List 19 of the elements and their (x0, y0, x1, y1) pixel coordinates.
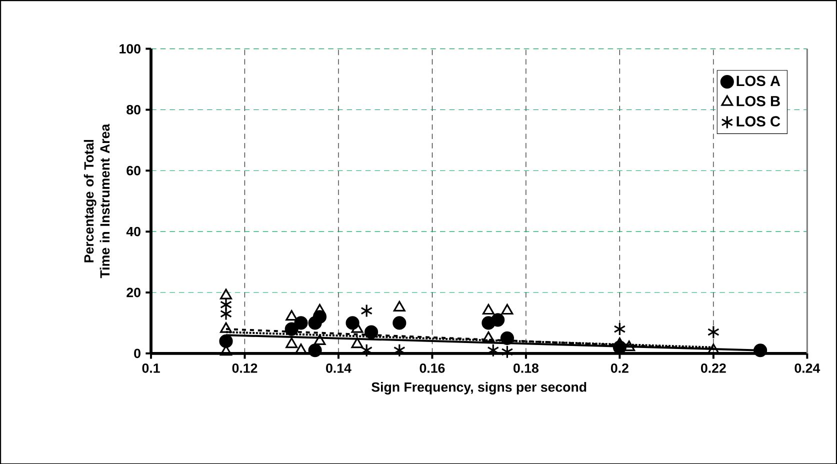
x-tick-label: 0.2 (610, 363, 628, 373)
y-tick-label: 80 (126, 104, 140, 114)
x-tick-label: 0.14 (326, 363, 352, 373)
x-tick-label: 0.12 (232, 363, 258, 373)
x-axis-title: Sign Frequency, signs per second (372, 382, 586, 394)
y-tick-label: 100 (120, 44, 140, 54)
y-tick-label: 20 (126, 288, 140, 297)
x-tick-label: 0.16 (420, 363, 445, 373)
legend-label: LOS C (736, 116, 780, 126)
legend-label: LOS B (736, 96, 780, 106)
legend-label: LOS A (736, 76, 780, 86)
y-tick-label: 60 (126, 166, 140, 176)
x-tick-label: 0.1 (142, 363, 160, 373)
y-tick-label: 0 (134, 348, 140, 358)
x-tick-label: 0.18 (514, 363, 539, 373)
y-axis-title: Percentage of Total Time in Instrument Area (84, 124, 110, 278)
y-tick-label: 40 (126, 226, 140, 236)
x-tick-label: 0.22 (701, 363, 726, 373)
x-tick-label: 0.24 (794, 363, 820, 373)
